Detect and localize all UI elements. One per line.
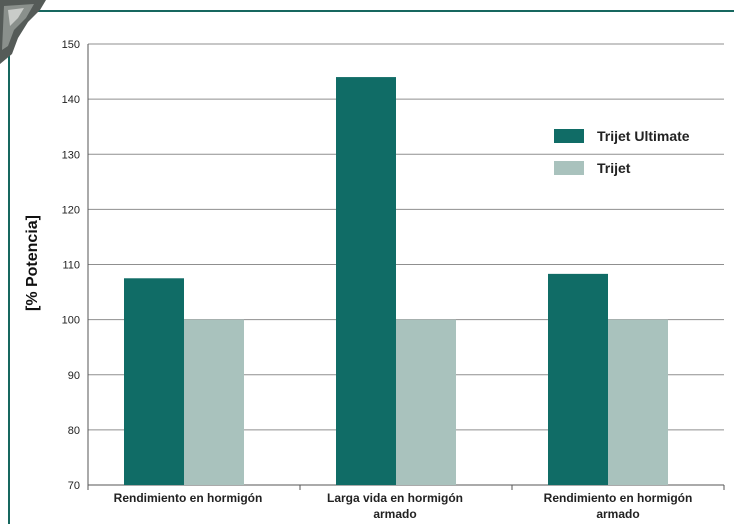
- legend-swatch-trijet-ultimate: [554, 129, 584, 143]
- y-axis-label-text: [% Potencia]: [24, 214, 42, 312]
- legend-item-trijet: Trijet: [554, 160, 630, 176]
- corner-tool-image: [0, 0, 46, 64]
- y-tick-label: 70: [68, 480, 80, 492]
- category-label: Rendimiento en hormigón: [113, 491, 263, 505]
- frame-left-border: [8, 48, 10, 524]
- bar-trijet-ultimate: [548, 273, 608, 485]
- bar-trijet: [184, 319, 244, 485]
- y-tick-label: 80: [68, 425, 80, 437]
- y-tick-label: 150: [62, 39, 80, 51]
- bar-trijet-ultimate: [124, 278, 184, 485]
- legend-swatch-trijet: [554, 161, 584, 175]
- y-tick-label: 140: [62, 94, 80, 106]
- bar-trijet: [396, 319, 456, 485]
- category-label: Rendimiento en hormigón armado: [543, 491, 693, 521]
- y-tick-label: 120: [62, 204, 80, 216]
- category-label: Larga vida en hormigón armado: [326, 491, 464, 521]
- y-tick-label: 100: [62, 315, 80, 327]
- bar-trijet: [608, 319, 668, 485]
- y-tick-label: 90: [68, 370, 80, 382]
- y-tick-label: 130: [62, 149, 80, 161]
- bar-trijet-ultimate: [336, 77, 396, 485]
- y-tick-label: 110: [62, 260, 80, 272]
- legend-label-trijet-ultimate: Trijet Ultimate: [597, 128, 690, 144]
- frame-top-border: [34, 10, 734, 12]
- legend-item-trijet-ultimate: Trijet Ultimate: [554, 128, 690, 144]
- legend-label-trijet: Trijet: [597, 160, 631, 176]
- y-axis-label: [% Potencia]: [15, 178, 51, 348]
